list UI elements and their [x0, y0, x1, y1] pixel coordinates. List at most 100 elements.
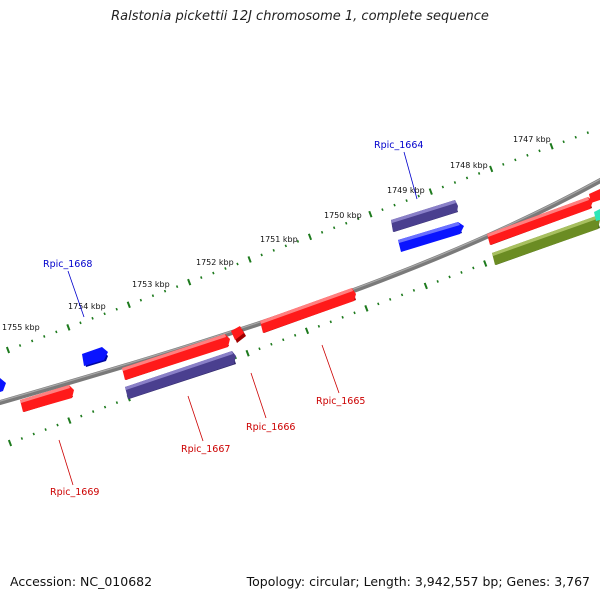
minor-tick [460, 271, 463, 274]
minor-tick [55, 330, 58, 334]
gene-rpic-1664[interactable] [391, 200, 458, 232]
minor-tick [224, 267, 227, 270]
minor-tick [91, 410, 95, 413]
minor-tick [320, 230, 324, 234]
minor-tick [270, 342, 273, 346]
major-tick [187, 278, 192, 286]
leader-rpic-1664 [403, 151, 418, 200]
minor-tick [175, 285, 179, 289]
minor-tick [282, 338, 285, 342]
major-tick [489, 165, 494, 173]
minor-tick [353, 311, 356, 315]
minor-tick [417, 194, 420, 198]
minor-tick [502, 162, 505, 166]
leader-rpic-1668 [67, 270, 85, 318]
minor-tick [103, 405, 107, 409]
minor-tick [436, 280, 439, 283]
minor-tick [574, 135, 577, 139]
minor-tick [332, 226, 336, 230]
minor-tick [43, 335, 46, 338]
major-tick [549, 142, 554, 150]
gene-label-rpic-1666[interactable]: Rpic_1666 [246, 422, 295, 433]
minor-tick [212, 271, 215, 275]
scale-label-1754: 1754 kbp [68, 302, 106, 311]
minor-tick [91, 316, 94, 320]
minor-tick [381, 208, 384, 212]
major-tick [247, 256, 252, 263]
major-tick [67, 417, 72, 424]
minor-tick [465, 176, 469, 180]
minor-tick [377, 302, 380, 306]
gene-rpic-1666[interactable] [231, 326, 246, 343]
minor-tick [357, 217, 360, 221]
minor-tick [260, 253, 263, 257]
gene-label-rpic-1665[interactable]: Rpic_1665 [316, 396, 365, 407]
gene-rpic-1667-purple[interactable] [125, 351, 236, 399]
map-title: Ralstonia pickettii 12J chromosome 1, co… [111, 9, 489, 24]
minor-tick [284, 244, 287, 248]
minor-tick [103, 312, 106, 316]
scale-label-1751: 1751 kbp [260, 235, 298, 244]
leader-rpic-1665 [321, 344, 340, 394]
leader-rpic-1666 [250, 372, 267, 419]
major-tick [126, 301, 131, 309]
minor-tick [448, 275, 451, 279]
gene-olive-1747[interactable] [492, 216, 600, 265]
minor-tick [341, 315, 344, 319]
minor-tick [163, 289, 167, 293]
major-tick [428, 188, 433, 195]
scale-label-1753: 1753 kbp [132, 280, 170, 289]
minor-tick [293, 333, 297, 337]
gene-rpic-1669[interactable] [20, 385, 74, 412]
major-tick [368, 210, 373, 218]
minor-tick [389, 297, 392, 301]
accession-text: Accession: NC_010682 [10, 574, 153, 589]
minor-tick [115, 307, 118, 311]
outer-scale-track [5, 131, 589, 354]
minor-tick [151, 294, 155, 298]
minor-tick [258, 347, 261, 351]
minor-tick [514, 158, 517, 162]
minor-tick [405, 199, 408, 203]
gene-blue-edge[interactable] [0, 378, 6, 392]
minor-tick [296, 239, 300, 243]
gene-label-rpic-1669[interactable]: Rpic_1669 [50, 487, 99, 498]
major-tick [423, 282, 428, 290]
gene-rpic-1667-red[interactable] [122, 334, 230, 380]
minor-tick [345, 221, 348, 225]
minor-tick [400, 293, 404, 297]
major-tick [5, 346, 11, 354]
major-tick [304, 327, 310, 335]
minor-tick [44, 428, 47, 431]
minor-tick [272, 248, 275, 252]
gene-label-rpic-1667[interactable]: Rpic_1667 [181, 444, 230, 455]
minor-tick [441, 185, 445, 189]
minor-tick [538, 149, 541, 153]
major-tick [483, 260, 488, 267]
minor-tick [472, 266, 475, 270]
gene-blue-1749[interactable] [398, 222, 464, 252]
leader-rpic-1667 [187, 395, 204, 442]
scale-label-1755: 1755 kbp [2, 323, 40, 332]
minor-tick [477, 172, 481, 175]
minor-tick [79, 321, 82, 325]
gene-rpic-1668[interactable] [82, 347, 108, 367]
minor-tick [562, 140, 565, 144]
gene-teal-edge[interactable] [594, 209, 600, 221]
gene-label-rpic-1668[interactable]: Rpic_1668 [43, 259, 92, 270]
topology-summary-text: Topology: circular; Length: 3,942,557 bp… [246, 574, 590, 589]
minor-tick [139, 298, 143, 302]
minor-tick [586, 131, 589, 135]
gene-red-edge[interactable] [589, 189, 600, 203]
minor-tick [30, 339, 34, 343]
gene-label-rpic-1664[interactable]: Rpic_1664 [374, 140, 423, 151]
major-tick [307, 233, 313, 241]
minor-tick [115, 401, 119, 405]
gene-rpic-1665[interactable] [260, 288, 356, 333]
major-tick [364, 305, 369, 312]
leader-rpic-1669 [58, 439, 74, 486]
gene-red-1747-a[interactable] [487, 197, 593, 245]
scale-label-1749: 1749 kbp [387, 186, 425, 195]
minor-tick [393, 203, 396, 207]
